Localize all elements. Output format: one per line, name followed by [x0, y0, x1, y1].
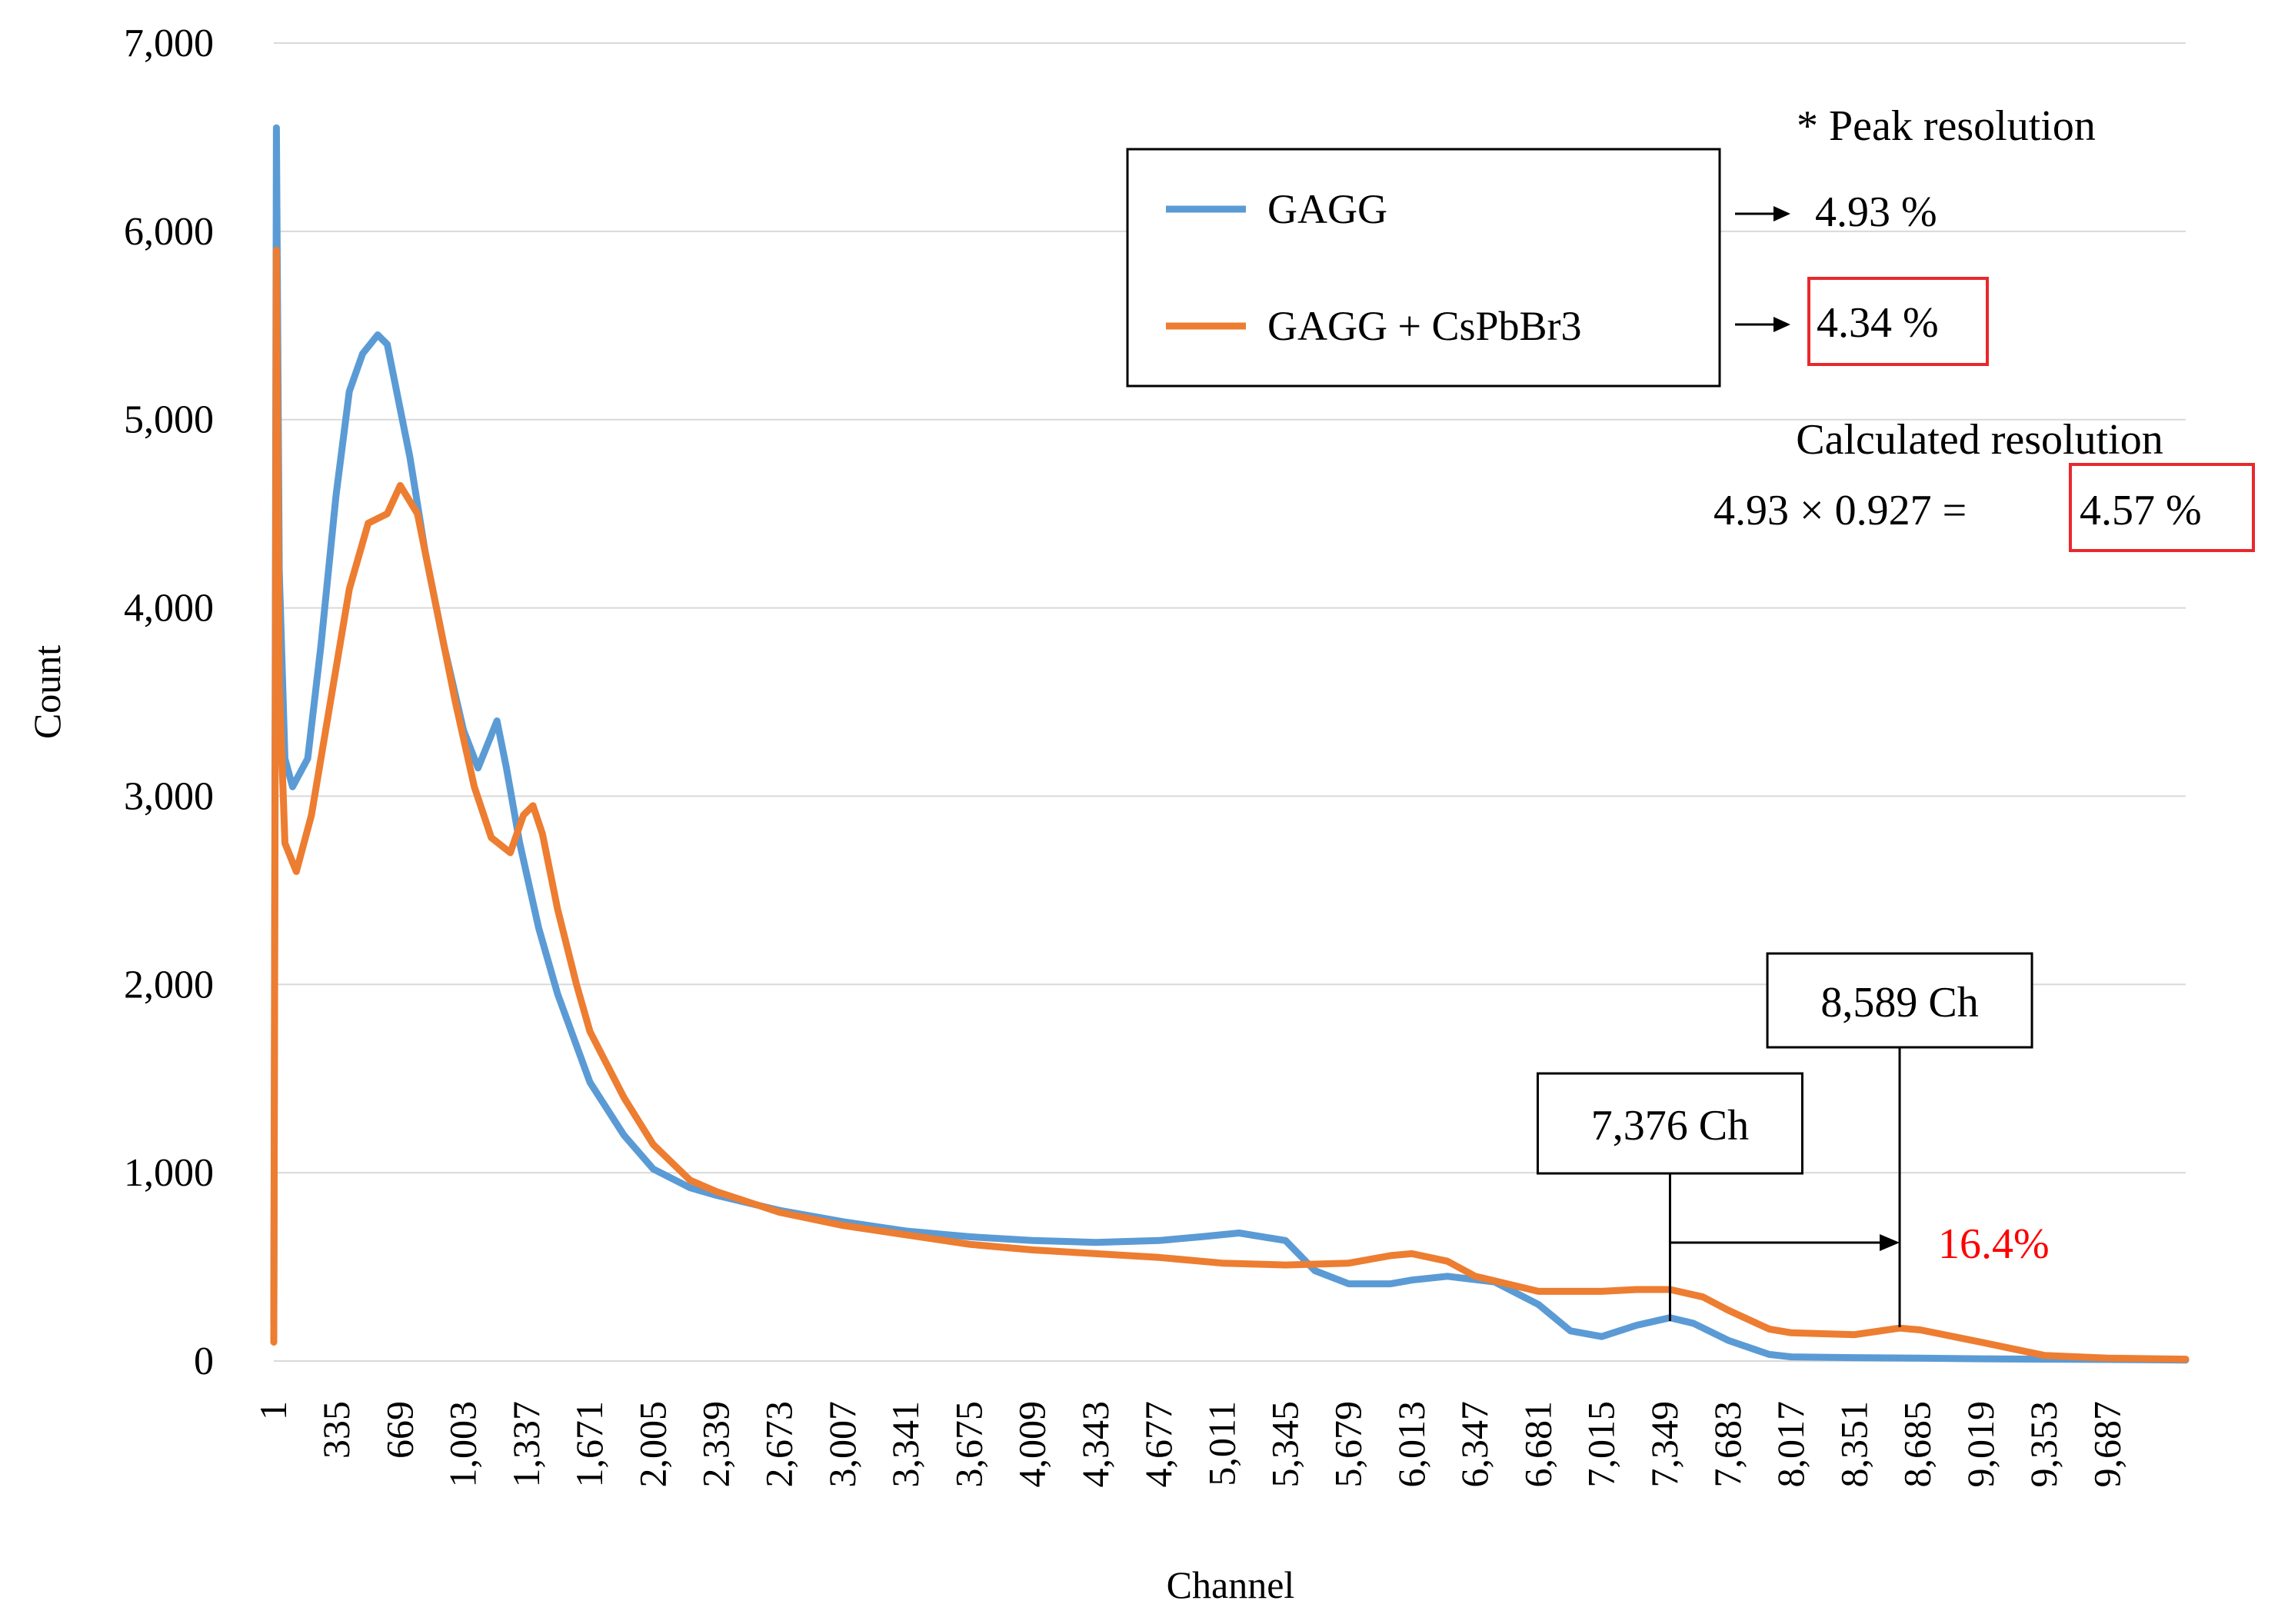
y-tick-labels: 0 1,000 2,000 3,000 4,000 5,000 6,000 7,000 [124, 22, 214, 1383]
y-axis-label: Count [25, 645, 68, 739]
x-tick-label: 1,671 [568, 1401, 611, 1488]
x-tick-label: 1,337 [505, 1401, 548, 1488]
x-axis-label: Channel [1167, 1563, 1295, 1606]
legend-label-gagg: GAGG [1267, 186, 1387, 232]
x-tick-label: 9,687 [2085, 1401, 2128, 1488]
x-tick-label: 8,351 [1832, 1401, 1875, 1488]
x-tick-label: 6,347 [1453, 1401, 1496, 1488]
x-tick-label: 4,343 [1074, 1401, 1117, 1488]
shift-arrow-head [1880, 1234, 1900, 1251]
x-tick-label: 7,015 [1580, 1401, 1623, 1488]
arrow-gagg [1735, 206, 1790, 221]
y-tick-label: 0 [194, 1339, 214, 1383]
arrow-cspbbr3 [1735, 317, 1790, 332]
x-tick-label: 9,019 [1959, 1401, 2002, 1488]
x-tick-label: 7,683 [1706, 1401, 1749, 1488]
x-tick-label: 6,681 [1516, 1401, 1559, 1488]
cspbbr3-resolution-value: 4.34 % [1817, 299, 1939, 347]
peak1-label: 7,376 Ch [1591, 1102, 1749, 1150]
x-tick-label: 5,011 [1200, 1401, 1243, 1486]
y-tick-label: 4,000 [124, 587, 214, 631]
x-tick-label: 2,005 [631, 1401, 674, 1488]
x-tick-label: 3,675 [947, 1401, 990, 1488]
peak1-label-box [1536, 1072, 1803, 1175]
gagg-resolution-value: 4.93 % [1815, 188, 1937, 236]
x-tick-label: 1,003 [441, 1401, 485, 1488]
shift-percentage: 16.4% [1938, 1220, 2050, 1268]
x-tick-label: 6,013 [1390, 1401, 1433, 1488]
y-tick-label: 3,000 [124, 774, 214, 818]
calculated-resolution-formula: 4.93 × 0.927 = [1713, 487, 1967, 534]
y-tick-label: 1,000 [124, 1151, 214, 1195]
x-tick-label: 669 [378, 1401, 421, 1459]
legend-label-cspbbr3: GAGG + CsPbBr3 [1267, 303, 1582, 349]
y-tick-label: 5,000 [124, 398, 214, 442]
x-tick-label: 9,353 [2022, 1401, 2065, 1488]
y-tick-label: 7,000 [124, 22, 214, 65]
x-tick-label: 8,685 [1896, 1401, 1939, 1488]
series-line-gagg-cspbbr3 [270, 246, 2190, 1363]
y-tick-label: 6,000 [124, 210, 214, 254]
calculated-resolution-value: 4.57 % [2080, 487, 2202, 534]
legend: GAGG GAGG + CsPbBr3 [1126, 148, 1721, 388]
x-tick-label: 3,007 [821, 1401, 864, 1488]
grid-lines [274, 42, 2186, 1362]
series-layer [270, 124, 2190, 1364]
x-tick-label: 3,341 [884, 1401, 927, 1488]
cspbbr3-resolution-highlight [1807, 277, 1989, 366]
peak-callouts: 7,376 Ch 8,589 Ch 16.4% [1536, 952, 2050, 1327]
x-tick-label: 2,673 [758, 1401, 801, 1488]
x-tick-label: 4,677 [1137, 1401, 1180, 1488]
legend-box [1126, 148, 1721, 388]
peak-resolution-title: * Peak resolution [1797, 102, 2096, 150]
calculated-resolution-title: Calculated resolution [1796, 416, 2163, 464]
x-tick-label: 1 [251, 1401, 295, 1420]
peak2-label-box [1766, 952, 2033, 1049]
x-tick-label: 5,345 [1263, 1401, 1306, 1488]
x-tick-label: 335 [315, 1401, 358, 1459]
peak2-label: 8,589 Ch [1820, 979, 1978, 1027]
y-tick-label: 2,000 [124, 963, 214, 1007]
x-tick-label: 2,339 [694, 1401, 738, 1488]
x-tick-label: 7,349 [1643, 1401, 1686, 1488]
x-tick-labels: 1 335 669 1,003 1,337 1,671 2,005 2,339 2,673 3,0… [251, 1401, 2128, 1488]
x-tick-label: 4,009 [1011, 1401, 1054, 1488]
x-tick-label: 8,017 [1769, 1401, 1812, 1488]
calculated-resolution-highlight [2069, 463, 2255, 552]
x-tick-label: 5,679 [1327, 1401, 1370, 1488]
